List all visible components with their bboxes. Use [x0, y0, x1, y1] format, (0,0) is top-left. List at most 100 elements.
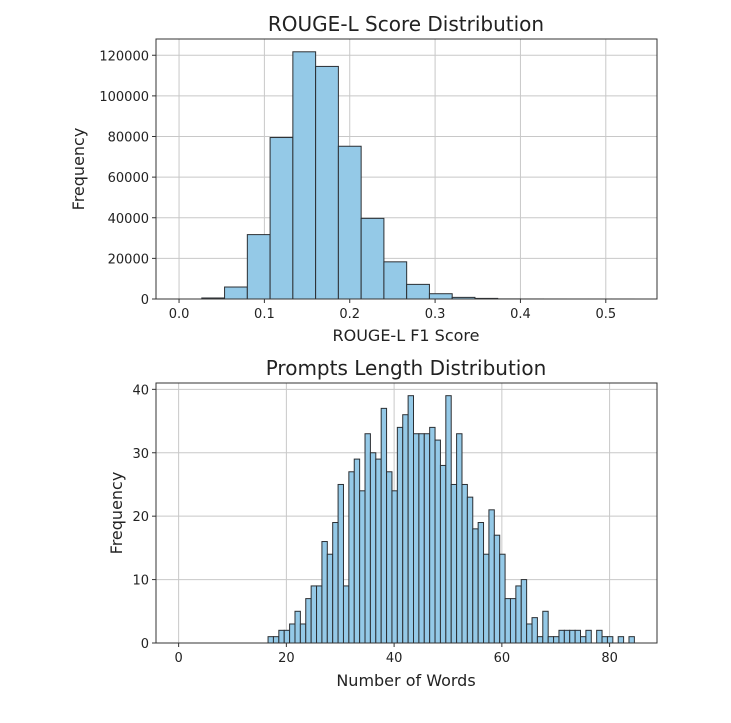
histogram-bar	[520, 579, 528, 644]
histogram-bar	[461, 483, 468, 644]
histogram-bar	[466, 496, 474, 644]
y-tick-label: 60000	[108, 171, 149, 186]
x-axis-label: Number of Words	[336, 671, 475, 690]
histogram-bar	[383, 261, 408, 300]
y-tick-label: 100000	[99, 90, 149, 105]
histogram-bar	[391, 490, 398, 644]
histogram-bar	[450, 483, 458, 644]
histogram-bar	[267, 636, 274, 644]
histogram-bar	[423, 433, 431, 644]
y-tick-label: 120000	[99, 49, 149, 64]
histogram-bar	[305, 598, 312, 644]
histogram-bar	[418, 433, 425, 644]
y-axis-label: Frequency	[69, 128, 88, 211]
histogram-bar	[413, 433, 420, 644]
histogram-bar	[360, 217, 385, 300]
histogram-bar	[483, 553, 490, 644]
x-axis-ticks: 0.0 0.1 0.2 0.3 0.4 0.5	[169, 299, 616, 322]
histogram-bar	[272, 636, 280, 644]
histogram-bar	[353, 458, 361, 644]
x-tick-label: 0.4	[510, 307, 531, 322]
y-tick-label: 20000	[108, 252, 149, 267]
histogram-bar	[429, 426, 436, 644]
histogram-bar	[294, 610, 301, 644]
histogram-bar	[396, 426, 404, 644]
histogram-bar	[380, 407, 388, 644]
y-tick-label: 80000	[108, 131, 149, 146]
histogram-bar	[269, 137, 294, 300]
histogram-bar	[509, 598, 517, 644]
histogram-bar	[606, 636, 614, 644]
x-axis-ticks: 0 20 40 60 80	[174, 643, 618, 666]
histogram-bar	[278, 629, 285, 644]
plot-frame	[155, 382, 658, 644]
x-tick-label: 0.1	[254, 307, 275, 322]
histogram-bar	[337, 145, 362, 300]
histogram-bar	[246, 234, 271, 300]
y-tick-label: 20	[132, 510, 149, 525]
histogram-bar	[563, 629, 571, 644]
histogram-bar	[569, 629, 576, 644]
histogram-bar	[488, 509, 495, 644]
x-tick-label: 0.2	[339, 307, 360, 322]
x-tick-label: 60	[494, 651, 511, 666]
histogram-bar	[601, 636, 608, 644]
x-tick-label: 20	[278, 651, 295, 666]
x-tick-label: 0	[174, 651, 182, 666]
y-tick-label: 40000	[108, 212, 149, 227]
histogram-bar	[493, 534, 501, 644]
grid-lines	[156, 39, 657, 300]
histogram-bar	[406, 283, 430, 300]
histogram-bar	[628, 636, 635, 644]
y-axis-ticks: 0 10 20 30 40	[132, 383, 156, 652]
histogram-bar	[364, 433, 371, 644]
histogram-bar	[617, 636, 625, 644]
histogram-bar	[531, 617, 538, 644]
x-tick-label: 80	[601, 651, 618, 666]
y-tick-label: 40	[132, 383, 149, 398]
histogram-bar	[316, 585, 323, 644]
histogram-bar	[407, 395, 415, 644]
histogram-bar	[445, 395, 452, 644]
histogram-bar	[542, 610, 549, 644]
histogram-bar	[515, 585, 522, 644]
histogram-bar	[375, 458, 382, 644]
histogram-bar	[386, 471, 393, 644]
histogram-bar	[526, 623, 533, 644]
rouge-l-histogram: ROUGE-L Score Distribution 0.0 0.1 0.2 0.3 0…	[69, 12, 658, 345]
x-tick-label: 0.3	[425, 307, 446, 322]
histogram-bar	[369, 452, 377, 644]
histogram-bar	[434, 439, 441, 644]
plot-frame	[155, 38, 658, 300]
histogram-bar	[472, 528, 479, 644]
histogram-bar	[337, 483, 344, 644]
histogram-bar	[428, 293, 453, 300]
prompts-length-histogram: Prompts Length Distribution 0 20 40 60 80 0 1…	[107, 356, 658, 690]
histogram-bar	[224, 286, 248, 300]
y-tick-label: 30	[132, 447, 149, 462]
histogram-bar	[299, 623, 307, 644]
histogram-bar	[558, 629, 565, 644]
histogram-bar	[326, 553, 334, 644]
histogram-bar	[439, 464, 447, 644]
histogram-bar	[585, 629, 592, 644]
histogram-bar	[321, 541, 328, 644]
histogram-bar	[348, 471, 355, 644]
y-tick-label: 10	[132, 574, 149, 589]
y-axis-label: Frequency	[107, 472, 126, 555]
x-tick-label: 0.5	[595, 307, 616, 322]
histogram-bar	[359, 490, 366, 644]
histogram-bar	[574, 629, 582, 644]
y-tick-label: 0	[141, 293, 149, 308]
histogram-bar	[499, 553, 506, 644]
x-tick-label: 0.0	[169, 307, 190, 322]
y-tick-label: 0	[141, 637, 149, 652]
histogram-bar	[315, 65, 339, 300]
histogram-bar	[553, 636, 560, 644]
histogram-bar	[402, 414, 409, 644]
histogram-bar	[536, 636, 544, 644]
histogram-bars	[267, 395, 635, 644]
chart-title: Prompts Length Distribution	[266, 356, 547, 380]
histogram-bar	[596, 629, 603, 644]
